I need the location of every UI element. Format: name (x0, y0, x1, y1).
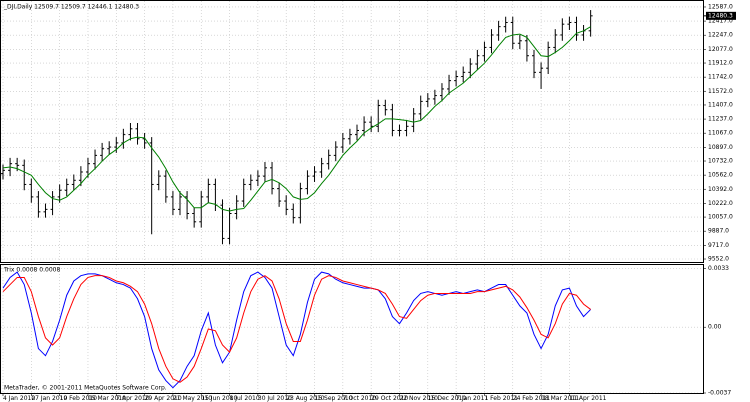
footer: MetaTrader, © 2001-2011 MetaQuotes Softw… (4, 385, 167, 392)
y-tick-label: 10057.0 (708, 214, 733, 221)
x-tick-label: 8 Jul 2010 (230, 395, 260, 402)
indicator-pane-frame (0, 264, 704, 394)
y-tick-label: -0.0037 (708, 390, 731, 397)
y-tick-label: 9552.0 (708, 256, 729, 263)
x-tick-label: 23 Aug 2010 (286, 395, 325, 402)
y-tick-label: 10392.0 (708, 186, 733, 193)
indicator-title: Trix 0.0008 0.0008 (3, 267, 60, 274)
y-tick-label: 12587.0 (708, 3, 733, 10)
x-tick-label: 19 Feb 2010 (60, 395, 98, 402)
y-tick-label: 10897.0 (708, 144, 733, 151)
x-tick-label: 21 May 2010 (173, 395, 212, 402)
x-tick-label: 27 Jan 2010 (31, 395, 67, 402)
y-tick-label: 12247.0 (708, 32, 733, 39)
y-tick-label: 11572.0 (708, 88, 733, 95)
y-tick-label: 11407.0 (708, 101, 733, 108)
y-tick-label: 0.0033 (708, 265, 729, 272)
x-tick-label: 15 Mar 2010 (88, 395, 126, 402)
last-price-label: 12480.3 (708, 12, 733, 19)
x-tick-label: 29 Oct 2010 (371, 395, 408, 402)
x-tick-label: 29 Apr 2010 (145, 395, 182, 402)
x-tick-label: 1 Feb 2011 (484, 395, 518, 402)
y-tick-label: 9717.0 (708, 242, 729, 249)
y-tick-label: 12077.0 (708, 46, 733, 53)
x-tick-label: 11 Apr 2011 (569, 395, 606, 402)
price-title: _DJI,Daily 12509.7 12509.7 12446.1 12480… (3, 4, 139, 11)
y-tick-label: 11742.0 (708, 74, 733, 81)
x-tick-label: 22 Nov 2010 (399, 395, 438, 402)
series-line (2, 275, 591, 383)
series-line (2, 26, 591, 212)
x-tick-label: 15 Dec 2010 (428, 395, 467, 402)
y-tick-label: 10562.0 (708, 172, 733, 179)
price-pane-frame (0, 0, 704, 263)
last-price-tag (706, 11, 736, 20)
x-tick-label: 24 Feb 2011 (513, 395, 551, 402)
x-tick-label: 7 Apr 2010 (116, 395, 149, 402)
y-tick-label: 10732.0 (708, 158, 733, 165)
y-tick-label: 0.00 (708, 324, 722, 331)
y-tick-label: 12417.0 (708, 18, 733, 25)
y-tick-label: 11067.0 (708, 130, 733, 137)
x-tick-label: 15 Sep 2010 (315, 395, 353, 402)
y-tick-label: 10222.0 (708, 200, 733, 207)
y-tick-label: 9887.0 (708, 228, 729, 235)
plot-layer (1, 1, 706, 396)
x-tick-label: 4 Jan 2010 (3, 395, 35, 402)
x-tick-label: 7 Oct 2010 (343, 395, 376, 402)
y-tick-label: 11912.0 (708, 60, 733, 67)
x-tick-label: 18 Mar 2011 (541, 395, 579, 402)
x-tick-label: 15 Jun 2010 (201, 395, 237, 402)
x-tick-label: 7 Jan 2011 (456, 395, 488, 402)
x-tick-label: 30 Jul 2010 (258, 395, 292, 402)
y-tick-label: 11237.0 (708, 116, 733, 123)
